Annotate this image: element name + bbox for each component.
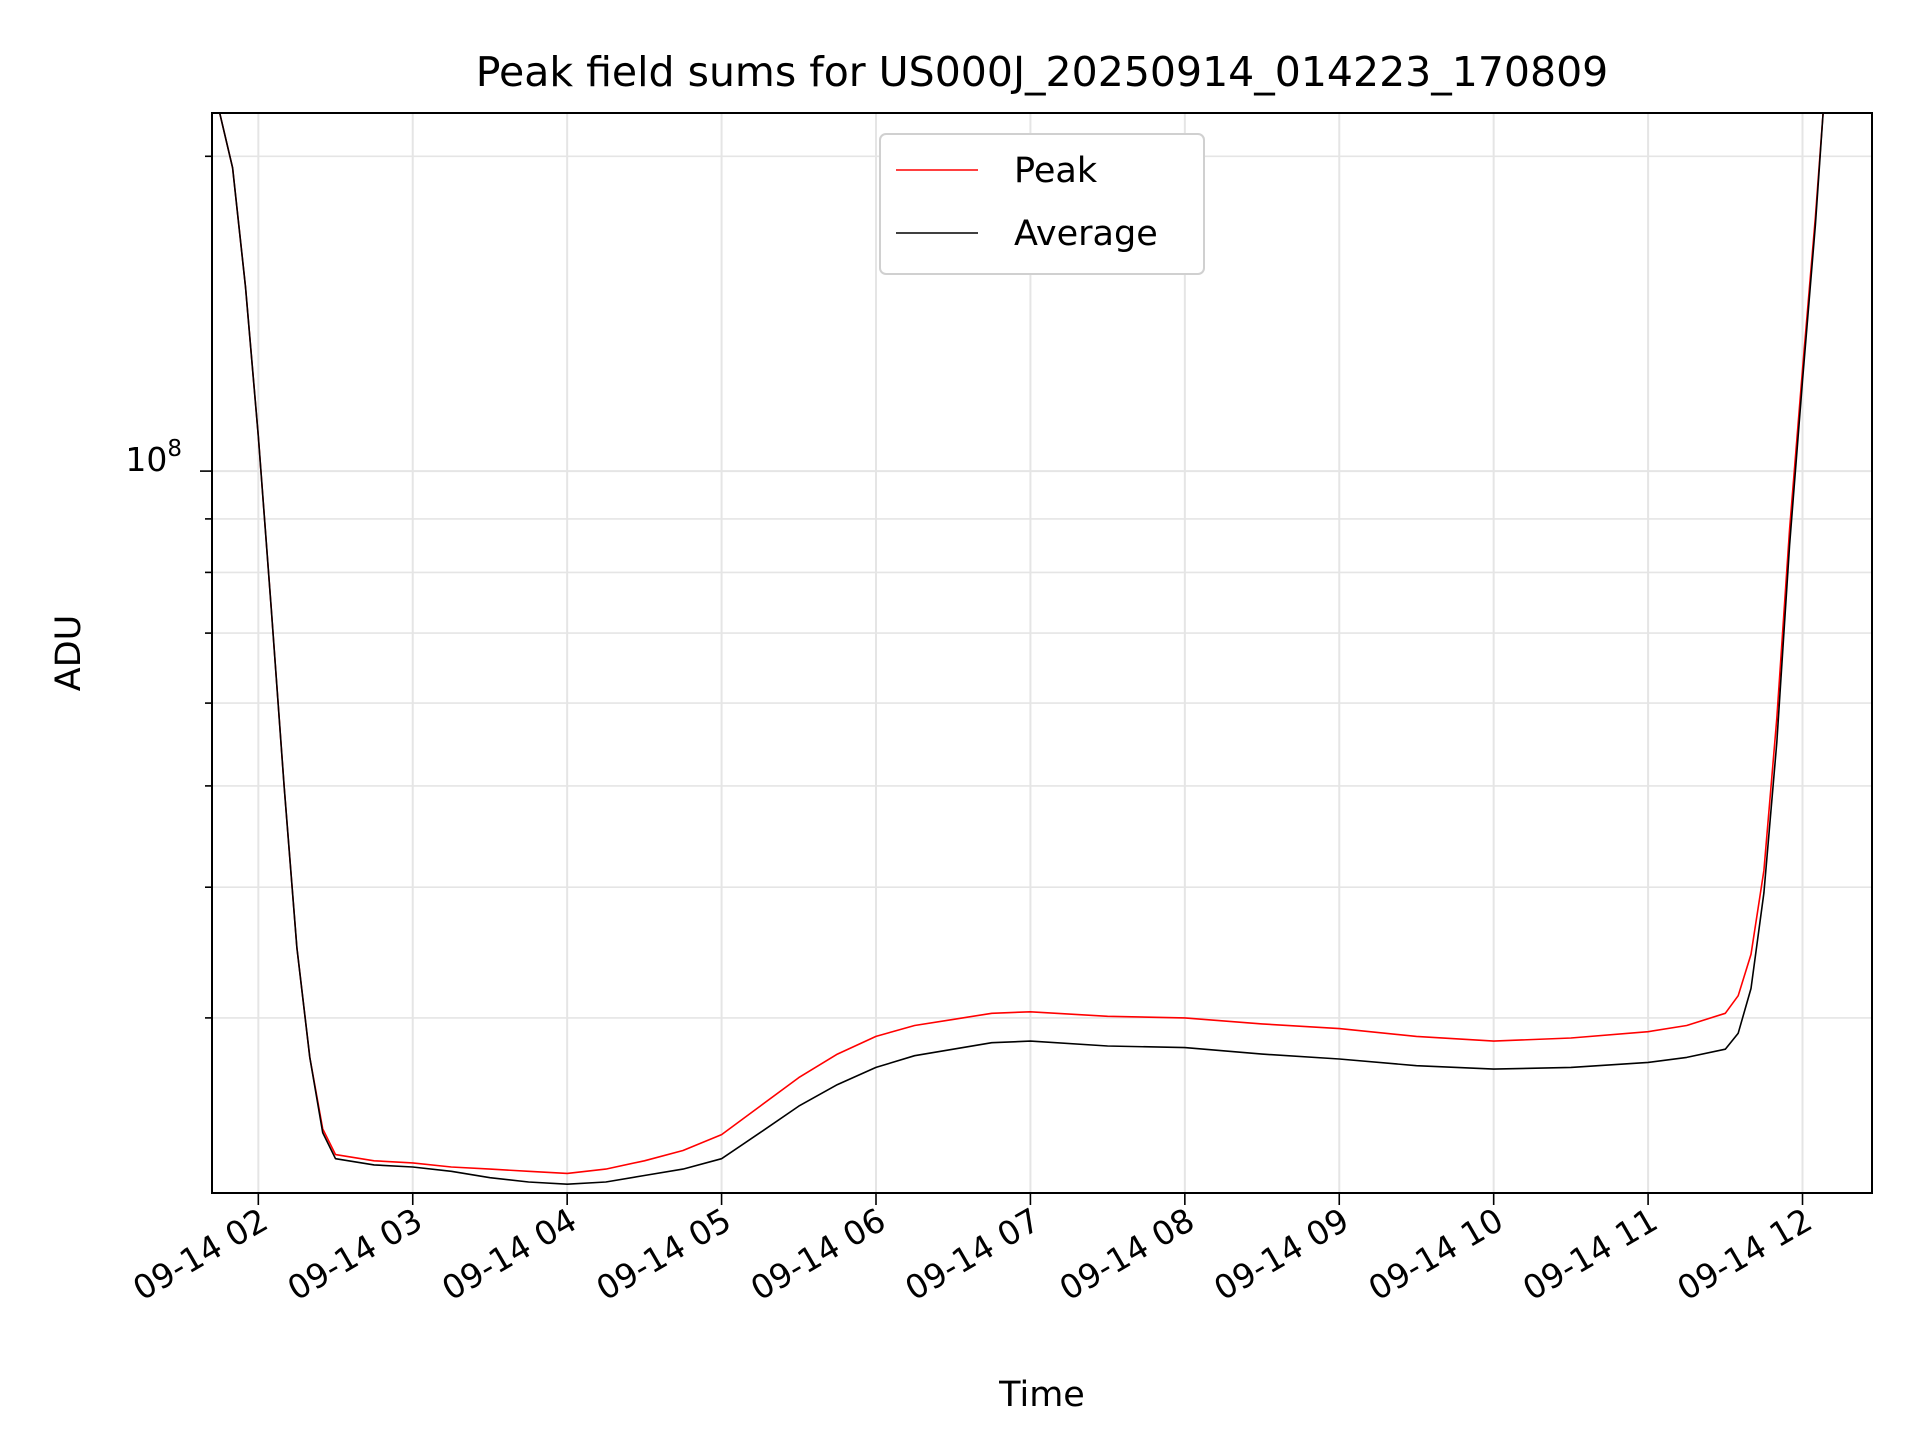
legend-label-peak: Peak (1014, 151, 1098, 191)
series-layer (218, 113, 1824, 1185)
y-axis-label: ADU (49, 615, 89, 692)
x-tick-label: 09-14 05 (590, 1200, 738, 1308)
legend-label-average: Average (1014, 214, 1158, 254)
y-ticks (200, 155, 212, 1019)
x-tick-label: 09-14 11 (1516, 1200, 1664, 1308)
grid-lines (212, 113, 1872, 1193)
x-tick-label: 09-14 08 (1053, 1200, 1201, 1308)
series-line-average (218, 113, 1824, 1185)
x-tick-label: 09-14 02 (126, 1200, 274, 1308)
x-tick-label: 09-14 07 (898, 1200, 1046, 1308)
plot-frame (211, 112, 1873, 1194)
chart-title: Peak field sums for US000J_20250914_0142… (476, 48, 1609, 96)
x-tick-label: 09-14 04 (435, 1200, 583, 1308)
x-tick-label: 09-14 03 (281, 1200, 429, 1308)
legend: Peak Average (879, 133, 1205, 275)
x-tick-label: 09-14 10 (1362, 1200, 1510, 1308)
x-axis-label: Time (998, 1375, 1085, 1415)
legend-box (879, 133, 1205, 275)
y-tick-exponent: 8 (167, 436, 182, 462)
x-ticks: 09-14 02 09-14 03 09-14 04 09-14 05 09-14 06… (126, 1193, 1819, 1308)
x-tick-label: 09-14 09 (1207, 1200, 1355, 1308)
x-tick-label: 09-14 06 (744, 1200, 892, 1308)
y-tick-base: 10 (125, 440, 167, 479)
y-tick-label-1e8: 108 (125, 436, 182, 479)
x-tick-label: 09-14 12 (1671, 1200, 1819, 1308)
